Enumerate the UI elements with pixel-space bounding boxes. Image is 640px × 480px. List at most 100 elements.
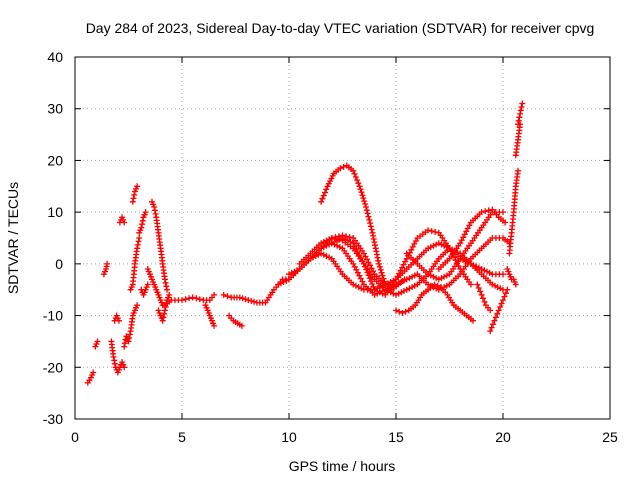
data-point — [189, 294, 196, 301]
chart-title: Day 284 of 2023, Sidereal Day-to-day VTE… — [86, 20, 595, 36]
data-point — [110, 353, 117, 360]
data-point — [162, 279, 169, 286]
data-point — [475, 285, 482, 291]
series-track-34 — [515, 100, 526, 128]
data-point — [402, 308, 409, 315]
data-point — [395, 280, 402, 287]
series-track-7 — [121, 302, 141, 350]
plot-frame — [74, 56, 611, 420]
data-point — [427, 272, 434, 279]
data-point — [368, 278, 374, 285]
data-point — [283, 277, 290, 284]
series-track-10 — [136, 209, 149, 236]
data-point — [366, 216, 373, 223]
data-point — [474, 281, 481, 288]
data-point — [490, 321, 496, 328]
data-point — [370, 236, 377, 242]
data-point — [151, 207, 158, 214]
data-point — [161, 307, 168, 314]
data-point — [358, 189, 365, 196]
data-point — [380, 275, 387, 282]
data-point — [485, 207, 492, 214]
data-point — [159, 317, 166, 324]
series-track-5 — [111, 312, 122, 324]
data-point — [487, 307, 494, 314]
series-track-28 — [435, 206, 509, 272]
data-point — [502, 219, 509, 226]
data-point — [403, 276, 410, 283]
data-point — [139, 221, 146, 228]
data-point — [406, 275, 413, 282]
series-track-22 — [307, 232, 506, 293]
y-tick-label: 20 — [47, 152, 63, 168]
series-track-27 — [403, 209, 506, 283]
data-point — [365, 213, 372, 220]
y-axis: -30 -20 -10 0 10 20 30 40 — [43, 49, 610, 427]
data-point — [242, 296, 249, 303]
data-point — [433, 285, 440, 292]
series-track-8 — [127, 235, 143, 293]
data-point — [322, 189, 328, 196]
series-track-26 — [382, 235, 513, 293]
data-point — [318, 250, 325, 257]
data-point — [393, 281, 399, 288]
data-point — [364, 269, 371, 276]
data-point — [489, 281, 496, 288]
data-point — [433, 241, 440, 248]
x-tick-label: 0 — [71, 429, 79, 445]
data-point — [328, 235, 335, 241]
data-point — [381, 278, 388, 285]
data-point — [319, 195, 326, 202]
data-point — [280, 279, 287, 285]
data-point — [491, 317, 498, 324]
data-point — [435, 240, 442, 247]
data-point — [328, 240, 335, 247]
data-point — [478, 266, 485, 272]
data-point — [251, 298, 257, 305]
data-point — [196, 296, 203, 303]
data-point — [366, 275, 373, 282]
data-point — [443, 244, 450, 251]
data-point — [186, 295, 193, 302]
x-tick-label: 10 — [281, 429, 297, 445]
x-tick-label: 5 — [178, 429, 186, 445]
data-point — [390, 277, 397, 284]
data-point — [166, 291, 173, 298]
data-point — [441, 273, 448, 280]
y-tick-label: -30 — [43, 411, 63, 427]
data-point — [425, 227, 432, 234]
data-point — [336, 244, 343, 251]
data-point — [401, 277, 407, 284]
data-point — [495, 307, 502, 314]
data-point — [377, 266, 384, 273]
data-point — [465, 259, 472, 266]
data-point — [378, 269, 385, 276]
y-tick-label: 10 — [47, 204, 63, 220]
series-track-3 — [100, 260, 111, 278]
series-track-32 — [506, 167, 521, 257]
data-point — [393, 307, 399, 314]
data-point — [362, 201, 369, 207]
data-point — [364, 210, 371, 217]
data-point — [443, 282, 450, 289]
data-point — [125, 338, 132, 345]
data-point — [121, 343, 128, 350]
data-point — [90, 369, 97, 376]
data-point — [379, 290, 386, 297]
data-point — [238, 322, 245, 329]
data-point — [504, 286, 511, 293]
data-point — [323, 186, 330, 193]
data-point — [275, 281, 282, 288]
y-tick-label: -10 — [43, 308, 63, 324]
data-point — [111, 360, 118, 367]
data-point — [500, 209, 506, 216]
data-point — [126, 331, 133, 338]
data-point — [502, 290, 509, 297]
data-point — [94, 338, 101, 345]
data-point — [350, 281, 357, 288]
data-point — [135, 238, 142, 245]
data-point — [236, 294, 243, 301]
data-point — [130, 195, 137, 202]
data-point — [286, 271, 292, 278]
